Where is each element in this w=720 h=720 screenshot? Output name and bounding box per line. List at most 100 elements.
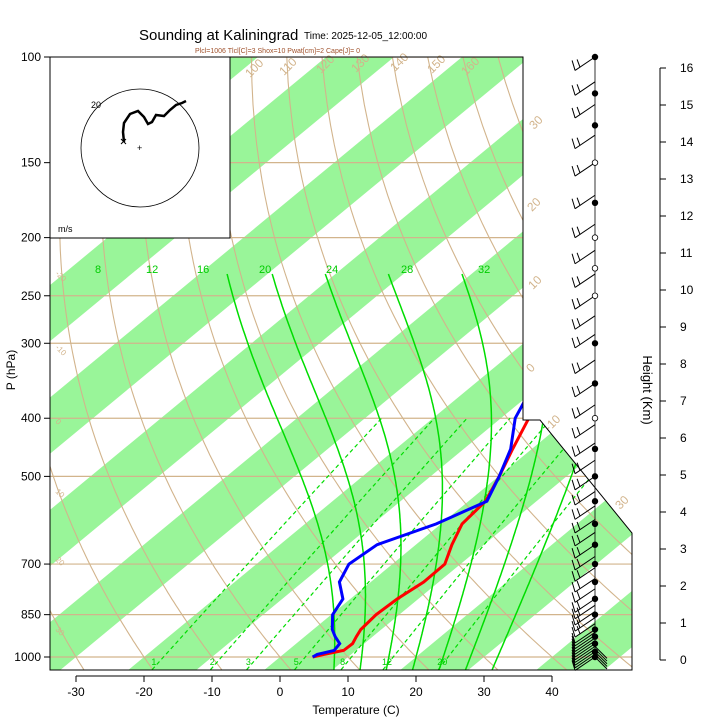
wind-barb [571, 404, 596, 419]
wind-barb-feather [571, 479, 576, 490]
pressure-tick-label: 150 [21, 156, 41, 170]
wind-barb-staff [574, 643, 596, 658]
wind-barb-feather [571, 463, 576, 474]
wind-barb-feather [576, 445, 581, 454]
wind-barb-staff [574, 162, 596, 177]
wind-barb-feather [571, 655, 576, 666]
dry-adiabat-label: -10 [541, 412, 563, 434]
pressure-tick-label: 400 [21, 411, 41, 425]
hodograph-ring-label: 20 [91, 100, 101, 110]
wind-barb [571, 634, 596, 650]
wind-barb-staff [574, 404, 596, 419]
wind-barb-feather [571, 253, 576, 264]
wind-barb [571, 383, 596, 398]
dry-adiabat [250, 57, 567, 670]
wind-barb-feather [571, 614, 576, 626]
dry-adiabat-label: 30 [612, 493, 632, 513]
wind-barb-feather [571, 638, 576, 649]
wind-barb-feather [571, 652, 576, 663]
wind-level-marker [591, 520, 599, 528]
wind-barb [571, 623, 596, 638]
wind-barb-feather [576, 619, 581, 629]
wind-barb-staff [574, 632, 596, 647]
pressure-tick-label: 250 [21, 289, 41, 303]
wind-barb [571, 588, 596, 603]
wind-barb-feather [571, 337, 576, 349]
wind-barb-staff [574, 273, 596, 288]
wind-level-marker [591, 498, 599, 505]
wind-barb-feather [576, 106, 581, 116]
wind-barb-staff [574, 556, 596, 571]
wind-barb-feather [576, 59, 581, 68]
wind-barb [571, 162, 596, 177]
wind-barb [571, 295, 596, 310]
wind-level-marker [591, 199, 599, 207]
height-tick-label: 9 [680, 320, 687, 334]
wind-barb-feather [571, 646, 576, 658]
wind-barb-feather [571, 635, 576, 647]
wind-barb-feather [571, 227, 576, 238]
wind-level-marker [591, 541, 599, 548]
wind-level-marker [591, 640, 599, 647]
wind-barb-feather [571, 641, 576, 652]
wind-level-marker [591, 53, 599, 61]
height-tick-label: 7 [680, 394, 687, 408]
wind-barb [571, 598, 596, 613]
wind-barb-feather [571, 581, 576, 593]
temperature-tick-label: -20 [135, 685, 153, 699]
wind-barb-feather [576, 197, 581, 206]
wind-barb-feather [571, 626, 576, 638]
wind-barb [571, 643, 596, 658]
wind-barb [571, 617, 596, 632]
wind-barb-staff [574, 81, 596, 96]
moist-adiabat-label: 20 [259, 264, 271, 276]
wind-barb-feather [571, 386, 576, 398]
wind-barb-staff [574, 295, 596, 310]
stability-indices: Plcl=1006 Tlcl[C]=3 Shox=10 Pwat[cm]=2 C… [195, 48, 360, 55]
wind-barb-feather [576, 276, 581, 285]
hodograph-origin-mark: + [137, 143, 142, 153]
wind-barb [571, 81, 596, 96]
moist-adiabat-label: 32 [478, 264, 490, 276]
wind-barb-feather [571, 165, 576, 177]
x-axis-label: Temperature (C) [312, 703, 399, 717]
wind-barb-feather [576, 547, 581, 556]
wind-barb [571, 544, 596, 559]
moist-adiabat [324, 273, 402, 670]
wind-barb [571, 56, 596, 71]
wind-level-marker [591, 560, 599, 568]
wind-barb-feather [571, 535, 576, 547]
height-tick-label: 14 [680, 135, 694, 149]
wind-barb-feather [571, 620, 576, 632]
wind-barb-staff [574, 648, 596, 663]
wind-barb-feather [571, 446, 576, 457]
mixing-ratio-label: 2 [210, 657, 215, 667]
wind-barb [571, 424, 596, 439]
wind-barb-staff [574, 104, 596, 119]
height-tick-label: 3 [680, 542, 687, 556]
wind-barb [571, 640, 596, 655]
dry-adiabat [50, 57, 85, 670]
wind-barb-staff [574, 459, 596, 475]
wind-barb [571, 505, 596, 520]
wind-barb-feather [571, 299, 576, 310]
wind-barb-feather [571, 649, 576, 660]
wind-barb-feather [571, 657, 576, 668]
wind-level-marker [591, 611, 599, 618]
wind-barb [571, 134, 596, 150]
moist-adiabat-label: 28 [401, 264, 413, 276]
wind-level-marker [591, 122, 599, 129]
wind-level-marker [591, 265, 599, 272]
wind-level-marker [591, 473, 599, 480]
wind-barb-staff [574, 604, 596, 620]
dry-adiabat [391, 57, 632, 670]
dry-adiabat [139, 57, 361, 670]
wind-barb-staff [574, 315, 596, 330]
wind-barb-staff [594, 646, 608, 659]
wind-barb-feather [576, 580, 581, 590]
wind-barb-staff [574, 475, 596, 491]
wind-barb-feather [571, 548, 576, 559]
chart-title: Sounding at Kaliningrad [139, 27, 298, 44]
height-tick-label: 12 [680, 209, 694, 223]
